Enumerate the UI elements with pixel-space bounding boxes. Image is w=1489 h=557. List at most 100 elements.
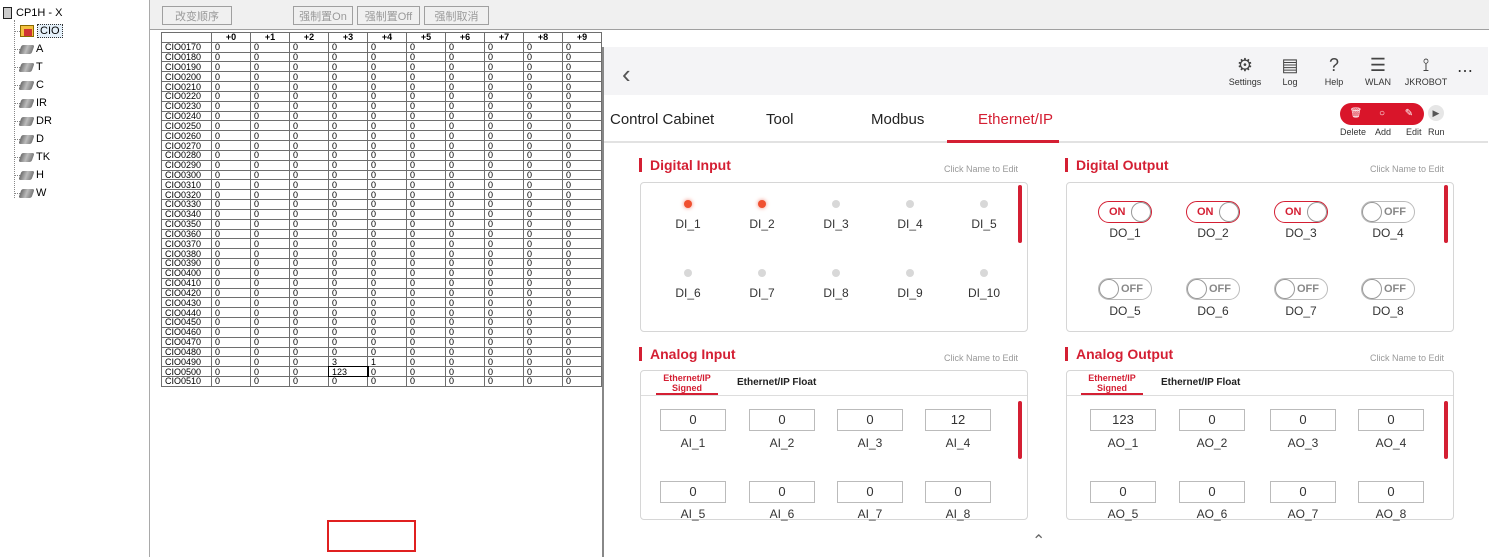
grid-cell[interactable]: 0: [484, 317, 524, 328]
tab-control-cabinet[interactable]: Control Cabinet: [610, 111, 715, 128]
grid-cell[interactable]: 0: [211, 159, 251, 171]
grid-cell[interactable]: 0: [328, 277, 368, 289]
grid-cell[interactable]: 0: [445, 41, 485, 53]
grid-cell[interactable]: 0: [250, 317, 290, 328]
grid-cell[interactable]: 0: [211, 228, 251, 240]
grid-cell[interactable]: 0: [367, 41, 407, 53]
grid-cell[interactable]: 0: [211, 100, 251, 112]
grid-cell[interactable]: 0: [445, 199, 485, 210]
grid-cell[interactable]: 0: [211, 356, 251, 368]
ao-value-input[interactable]: 0: [1179, 409, 1245, 431]
grid-cell[interactable]: 0: [562, 218, 602, 230]
grid-cell[interactable]: 0: [367, 317, 407, 328]
grid-cell[interactable]: 0: [250, 277, 290, 289]
ao-subtab-signed[interactable]: Ethernet/IP Signed: [1081, 373, 1143, 395]
tab-tool[interactable]: Tool: [766, 111, 794, 128]
grid-cell[interactable]: 0: [445, 51, 485, 63]
grid-cell[interactable]: 0: [562, 317, 602, 328]
grid-cell[interactable]: 0: [406, 90, 446, 102]
do-label[interactable]: DO_2: [1197, 226, 1229, 240]
grid-cell[interactable]: 0: [406, 189, 446, 201]
ai-label[interactable]: AI_5: [680, 507, 706, 521]
grid-cell[interactable]: 0: [328, 326, 368, 338]
grid-cell[interactable]: 0: [523, 159, 563, 171]
grid-cell[interactable]: 0: [562, 41, 602, 53]
di-label[interactable]: DI_6: [675, 286, 701, 300]
grid-cell[interactable]: 0: [367, 238, 407, 250]
di-label[interactable]: DI_9: [897, 286, 923, 300]
ai-subtab-signed[interactable]: Ethernet/IP Signed: [656, 373, 718, 395]
grid-cell[interactable]: 0: [367, 277, 407, 289]
do-toggle[interactable]: ON: [1274, 201, 1328, 223]
tree-item-a[interactable]: A: [14, 41, 43, 57]
grid-cell[interactable]: 0: [562, 120, 602, 132]
grid-cell[interactable]: 0: [406, 81, 446, 92]
grid-cell[interactable]: 0: [445, 130, 485, 142]
grid-cell[interactable]: 0: [328, 346, 368, 358]
grid-cell[interactable]: 0: [523, 287, 563, 299]
header-wlan-button[interactable]: ☰ WLAN: [1353, 53, 1403, 87]
ai-value-input[interactable]: 0: [837, 409, 903, 431]
grid-cell[interactable]: 0: [445, 238, 485, 250]
grid-cell[interactable]: 0: [328, 120, 368, 132]
grid-cell[interactable]: 0: [484, 100, 524, 112]
edit-icon[interactable]: ✎: [1404, 108, 1414, 119]
ao-value-input[interactable]: 0: [1179, 481, 1245, 503]
grid-cell[interactable]: 0: [367, 189, 407, 201]
grid-cell[interactable]: 0: [406, 71, 446, 83]
grid-cell[interactable]: 0: [445, 208, 485, 220]
ai-label[interactable]: AI_3: [857, 436, 883, 450]
grid-cell[interactable]: 0: [328, 51, 368, 63]
ao-value-input[interactable]: 0: [1090, 481, 1156, 503]
do-label[interactable]: DO_1: [1109, 226, 1141, 240]
grid-cell[interactable]: 0: [523, 100, 563, 112]
grid-cell[interactable]: 0: [211, 258, 251, 269]
grid-cell[interactable]: 0: [250, 140, 290, 151]
grid-cell[interactable]: 0: [484, 375, 524, 387]
grid-cell[interactable]: 0: [406, 199, 446, 210]
grid-cell[interactable]: 0: [445, 189, 485, 201]
grid-cell[interactable]: 0: [289, 179, 329, 191]
grid-cell[interactable]: 0: [250, 90, 290, 102]
grid-cell[interactable]: 0: [250, 297, 290, 309]
grid-cell[interactable]: 0: [367, 71, 407, 83]
grid-cell[interactable]: 0: [484, 81, 524, 92]
grid-cell[interactable]: 0: [562, 130, 602, 142]
di-scrollbar[interactable]: [1018, 185, 1022, 243]
grid-cell[interactable]: 0: [328, 189, 368, 201]
grid-cell[interactable]: 0: [250, 218, 290, 230]
grid-cell[interactable]: 0: [289, 140, 329, 151]
grid-cell[interactable]: 0: [289, 326, 329, 338]
grid-cell[interactable]: 0: [445, 297, 485, 309]
grid-cell[interactable]: 0: [250, 375, 290, 387]
do-toggle[interactable]: OFF: [1098, 278, 1152, 300]
ao-label[interactable]: AO_8: [1375, 507, 1407, 521]
grid-cell[interactable]: 123: [327, 365, 369, 378]
grid-cell[interactable]: 0: [328, 228, 368, 240]
ai-value-input[interactable]: 0: [749, 409, 815, 431]
grid-cell[interactable]: 0: [289, 277, 329, 289]
tree-item-c[interactable]: C: [14, 77, 44, 93]
grid-cell[interactable]: 0: [484, 238, 524, 250]
grid-cell[interactable]: 0: [211, 366, 251, 377]
grid-cell[interactable]: 0: [289, 61, 329, 73]
grid-cell[interactable]: 0: [523, 307, 563, 319]
grid-cell[interactable]: 0: [523, 199, 563, 210]
grid-cell[interactable]: 0: [250, 287, 290, 299]
grid-cell[interactable]: 0: [250, 356, 290, 368]
grid-cell[interactable]: 0: [484, 277, 524, 289]
grid-cell[interactable]: 0: [289, 267, 329, 279]
grid-cell[interactable]: 0: [406, 307, 446, 319]
grid-cell[interactable]: 0: [406, 375, 446, 387]
grid-cell[interactable]: 0: [445, 100, 485, 112]
force-off-button[interactable]: 强制置Off: [357, 6, 420, 25]
grid-cell[interactable]: 0: [484, 218, 524, 230]
do-label[interactable]: DO_3: [1285, 226, 1317, 240]
grid-cell[interactable]: 0: [289, 218, 329, 230]
grid-cell[interactable]: 0: [523, 267, 563, 279]
grid-cell[interactable]: 0: [250, 346, 290, 358]
grid-cell[interactable]: 0: [289, 208, 329, 220]
grid-cell[interactable]: 0: [367, 336, 407, 348]
grid-cell[interactable]: 0: [406, 356, 446, 368]
grid-cell[interactable]: 0: [250, 307, 290, 319]
